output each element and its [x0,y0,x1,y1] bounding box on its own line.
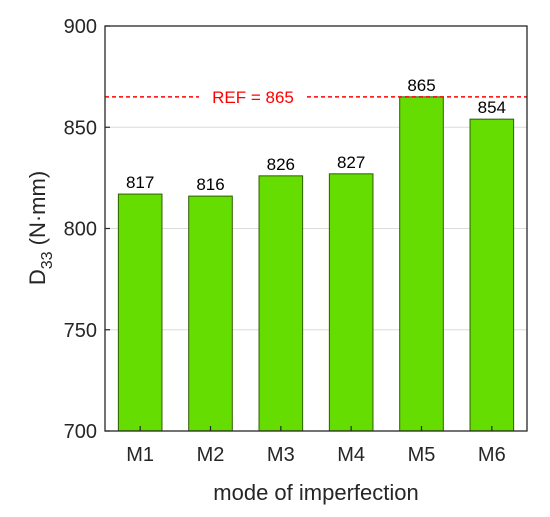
data-labels: 817 816 826 827 865 854 [126,76,506,194]
y-axis-title-subscript: 33 [39,251,56,269]
reference-line-group: REF = 865 [105,88,527,107]
x-tick-label-M5: M5 [408,444,436,466]
bar-M2 [188,195,233,432]
y-tick-label-800: 800 [64,219,97,241]
reference-line-label: REF = 865 [212,88,294,107]
bars [117,96,515,432]
y-tick-label-750: 750 [64,320,97,342]
x-tick-label-M3: M3 [267,444,295,466]
bar-M3 [258,175,304,432]
x-axis-title: mode of imperfection [213,480,418,505]
y-axis-title-main: D [25,269,50,285]
x-tick-label-M6: M6 [478,444,506,466]
y-tick-label-900: 900 [64,16,97,38]
y-tick-label-700: 700 [64,421,97,443]
data-label-M3: 826 [267,155,295,174]
data-label-M4: 827 [337,153,365,172]
x-tick-label-M2: M2 [197,444,225,466]
y-axis-ticks: 700 750 800 850 900 [64,16,110,443]
y-axis-title: D33 (N·mm) [25,171,56,285]
y-tick-label-850: 850 [64,117,97,139]
bar-M1 [117,193,163,432]
data-label-M1: 817 [126,173,154,192]
bar-M6 [469,118,515,432]
x-tick-label-M1: M1 [126,444,154,466]
data-label-M5: 865 [407,76,435,95]
bar-M5 [399,96,444,432]
data-label-M6: 854 [478,98,506,117]
bar-M4 [328,173,374,432]
y-axis-title-unit: (N·mm) [25,171,50,252]
x-tick-label-M4: M4 [337,444,365,466]
data-label-M2: 816 [196,175,224,194]
x-axis-ticks: M1 M2 M3 M4 M5 M6 [126,426,506,466]
grid-lines [105,126,527,331]
